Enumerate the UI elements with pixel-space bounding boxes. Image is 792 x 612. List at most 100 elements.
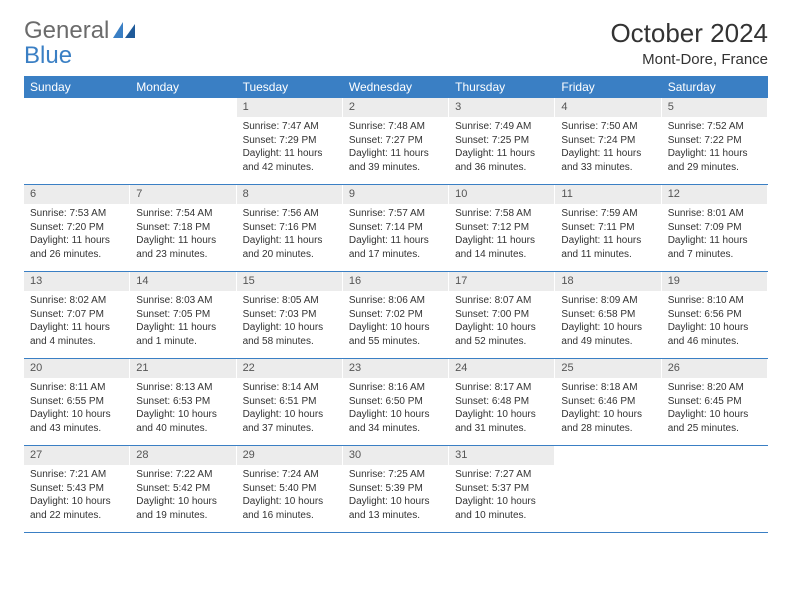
daylight-text: Daylight: 10 hours and 13 minutes. bbox=[349, 495, 442, 522]
day-body: Sunrise: 7:47 AMSunset: 7:29 PMDaylight:… bbox=[237, 117, 342, 180]
month-title: October 2024 bbox=[610, 18, 768, 49]
sunrise-text: Sunrise: 7:21 AM bbox=[30, 468, 123, 482]
day-number: 6 bbox=[24, 185, 129, 204]
day-cell: 25Sunrise: 8:18 AMSunset: 6:46 PMDayligh… bbox=[555, 359, 661, 445]
sunrise-text: Sunrise: 8:05 AM bbox=[243, 294, 336, 308]
day-number: 9 bbox=[343, 185, 448, 204]
sunset-text: Sunset: 5:37 PM bbox=[455, 482, 548, 496]
day-cell bbox=[24, 98, 130, 184]
day-cell: 10Sunrise: 7:58 AMSunset: 7:12 PMDayligh… bbox=[449, 185, 555, 271]
day-number: 11 bbox=[555, 185, 660, 204]
daylight-text: Daylight: 11 hours and 4 minutes. bbox=[30, 321, 123, 348]
sunset-text: Sunset: 7:29 PM bbox=[243, 134, 336, 148]
sunset-text: Sunset: 7:12 PM bbox=[455, 221, 548, 235]
sunset-text: Sunset: 6:45 PM bbox=[668, 395, 761, 409]
day-body: Sunrise: 8:03 AMSunset: 7:05 PMDaylight:… bbox=[130, 291, 235, 354]
day-number: 21 bbox=[130, 359, 235, 378]
weeks-container: 1Sunrise: 7:47 AMSunset: 7:29 PMDaylight… bbox=[24, 98, 768, 533]
day-cell: 2Sunrise: 7:48 AMSunset: 7:27 PMDaylight… bbox=[343, 98, 449, 184]
sunset-text: Sunset: 7:16 PM bbox=[243, 221, 336, 235]
day-number: 12 bbox=[662, 185, 767, 204]
sunrise-text: Sunrise: 8:10 AM bbox=[668, 294, 761, 308]
day-number: 3 bbox=[449, 98, 554, 117]
sunrise-text: Sunrise: 8:06 AM bbox=[349, 294, 442, 308]
sunrise-text: Sunrise: 8:18 AM bbox=[561, 381, 654, 395]
day-body: Sunrise: 8:06 AMSunset: 7:02 PMDaylight:… bbox=[343, 291, 448, 354]
week-row: 1Sunrise: 7:47 AMSunset: 7:29 PMDaylight… bbox=[24, 98, 768, 185]
daylight-text: Daylight: 11 hours and 29 minutes. bbox=[668, 147, 761, 174]
day-cell: 6Sunrise: 7:53 AMSunset: 7:20 PMDaylight… bbox=[24, 185, 130, 271]
sunrise-text: Sunrise: 8:11 AM bbox=[30, 381, 123, 395]
day-cell bbox=[555, 446, 661, 532]
daylight-text: Daylight: 11 hours and 20 minutes. bbox=[243, 234, 336, 261]
day-cell: 17Sunrise: 8:07 AMSunset: 7:00 PMDayligh… bbox=[449, 272, 555, 358]
day-number: 29 bbox=[237, 446, 342, 465]
day-number: 18 bbox=[555, 272, 660, 291]
day-body: Sunrise: 8:18 AMSunset: 6:46 PMDaylight:… bbox=[555, 378, 660, 441]
daylight-text: Daylight: 11 hours and 36 minutes. bbox=[455, 147, 548, 174]
day-body: Sunrise: 8:14 AMSunset: 6:51 PMDaylight:… bbox=[237, 378, 342, 441]
day-body: Sunrise: 8:20 AMSunset: 6:45 PMDaylight:… bbox=[662, 378, 767, 441]
sunrise-text: Sunrise: 7:56 AM bbox=[243, 207, 336, 221]
sunset-text: Sunset: 7:03 PM bbox=[243, 308, 336, 322]
sunrise-text: Sunrise: 7:58 AM bbox=[455, 207, 548, 221]
day-number: 15 bbox=[237, 272, 342, 291]
sunset-text: Sunset: 7:09 PM bbox=[668, 221, 761, 235]
sunrise-text: Sunrise: 7:24 AM bbox=[243, 468, 336, 482]
day-body: Sunrise: 8:10 AMSunset: 6:56 PMDaylight:… bbox=[662, 291, 767, 354]
daylight-text: Daylight: 11 hours and 23 minutes. bbox=[136, 234, 229, 261]
day-cell: 9Sunrise: 7:57 AMSunset: 7:14 PMDaylight… bbox=[343, 185, 449, 271]
daylight-text: Daylight: 11 hours and 1 minute. bbox=[136, 321, 229, 348]
day-body: Sunrise: 7:49 AMSunset: 7:25 PMDaylight:… bbox=[449, 117, 554, 180]
day-cell: 29Sunrise: 7:24 AMSunset: 5:40 PMDayligh… bbox=[237, 446, 343, 532]
day-body: Sunrise: 7:53 AMSunset: 7:20 PMDaylight:… bbox=[24, 204, 129, 267]
sunset-text: Sunset: 7:11 PM bbox=[561, 221, 654, 235]
day-body: Sunrise: 7:48 AMSunset: 7:27 PMDaylight:… bbox=[343, 117, 448, 180]
daylight-text: Daylight: 10 hours and 55 minutes. bbox=[349, 321, 442, 348]
daylight-text: Daylight: 11 hours and 11 minutes. bbox=[561, 234, 654, 261]
sunrise-text: Sunrise: 7:49 AM bbox=[455, 120, 548, 134]
day-body: Sunrise: 7:27 AMSunset: 5:37 PMDaylight:… bbox=[449, 465, 554, 528]
daylight-text: Daylight: 10 hours and 37 minutes. bbox=[243, 408, 336, 435]
day-cell: 30Sunrise: 7:25 AMSunset: 5:39 PMDayligh… bbox=[343, 446, 449, 532]
day-body: Sunrise: 8:07 AMSunset: 7:00 PMDaylight:… bbox=[449, 291, 554, 354]
sunrise-text: Sunrise: 8:17 AM bbox=[455, 381, 548, 395]
day-cell: 19Sunrise: 8:10 AMSunset: 6:56 PMDayligh… bbox=[662, 272, 768, 358]
daylight-text: Daylight: 10 hours and 16 minutes. bbox=[243, 495, 336, 522]
daylight-text: Daylight: 10 hours and 52 minutes. bbox=[455, 321, 548, 348]
sunrise-text: Sunrise: 8:16 AM bbox=[349, 381, 442, 395]
sunrise-text: Sunrise: 8:14 AM bbox=[243, 381, 336, 395]
day-cell: 12Sunrise: 8:01 AMSunset: 7:09 PMDayligh… bbox=[662, 185, 768, 271]
day-cell: 16Sunrise: 8:06 AMSunset: 7:02 PMDayligh… bbox=[343, 272, 449, 358]
day-cell: 15 Sunrise: 8:05 AMSunset: 7:03 PMDayligh… bbox=[237, 272, 343, 358]
daylight-text: Daylight: 10 hours and 22 minutes. bbox=[30, 495, 123, 522]
weekday-header: Sunday Monday Tuesday Wednesday Thursday… bbox=[24, 76, 768, 98]
day-number: 30 bbox=[343, 446, 448, 465]
sunset-text: Sunset: 7:27 PM bbox=[349, 134, 442, 148]
day-body: Sunrise: 8:17 AMSunset: 6:48 PMDaylight:… bbox=[449, 378, 554, 441]
daylight-text: Daylight: 11 hours and 17 minutes. bbox=[349, 234, 442, 261]
day-number: 4 bbox=[555, 98, 660, 117]
sunrise-text: Sunrise: 7:57 AM bbox=[349, 207, 442, 221]
sunrise-text: Sunrise: 7:59 AM bbox=[561, 207, 654, 221]
day-number: 24 bbox=[449, 359, 554, 378]
day-cell: 3Sunrise: 7:49 AMSunset: 7:25 PMDaylight… bbox=[449, 98, 555, 184]
sunrise-text: Sunrise: 8:01 AM bbox=[668, 207, 761, 221]
sunrise-text: Sunrise: 7:54 AM bbox=[136, 207, 229, 221]
daylight-text: Daylight: 10 hours and 43 minutes. bbox=[30, 408, 123, 435]
day-number: 28 bbox=[130, 446, 235, 465]
day-number: 7 bbox=[130, 185, 235, 204]
sunset-text: Sunset: 6:56 PM bbox=[668, 308, 761, 322]
sunrise-text: Sunrise: 8:20 AM bbox=[668, 381, 761, 395]
day-body: Sunrise: 7:25 AMSunset: 5:39 PMDaylight:… bbox=[343, 465, 448, 528]
sunset-text: Sunset: 7:05 PM bbox=[136, 308, 229, 322]
day-body: Sunrise: 7:56 AMSunset: 7:16 PMDaylight:… bbox=[237, 204, 342, 267]
day-number: 22 bbox=[237, 359, 342, 378]
daylight-text: Daylight: 10 hours and 49 minutes. bbox=[561, 321, 654, 348]
day-cell: 14Sunrise: 8:03 AMSunset: 7:05 PMDayligh… bbox=[130, 272, 236, 358]
day-cell: 11 Sunrise: 7:59 AMSunset: 7:11 PMDayligh… bbox=[555, 185, 661, 271]
daylight-text: Daylight: 10 hours and 34 minutes. bbox=[349, 408, 442, 435]
sunrise-text: Sunrise: 8:09 AM bbox=[561, 294, 654, 308]
day-cell: 24Sunrise: 8:17 AMSunset: 6:48 PMDayligh… bbox=[449, 359, 555, 445]
daylight-text: Daylight: 10 hours and 58 minutes. bbox=[243, 321, 336, 348]
